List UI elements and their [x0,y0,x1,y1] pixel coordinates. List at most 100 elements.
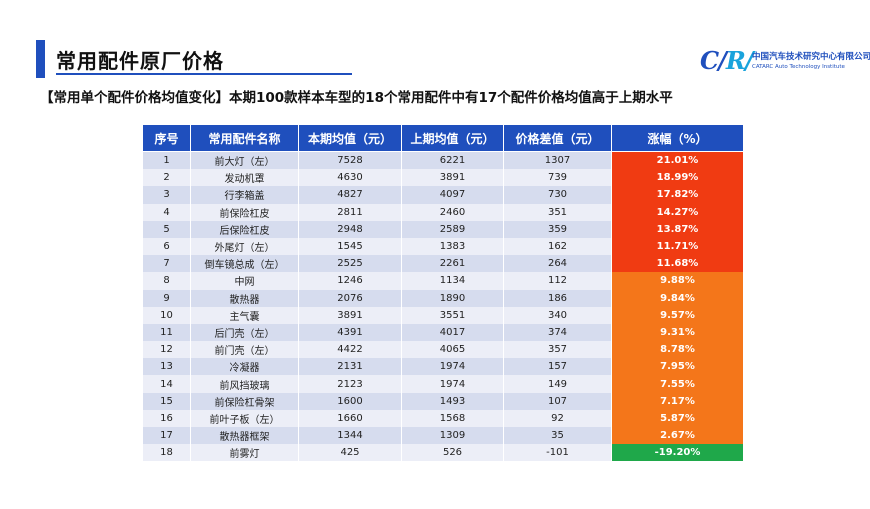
price-diff-cell: 340 [503,306,612,324]
catarc-logo: C/R/ 中国汽车技术研究中心有限公司 CATARC Auto Technolo… [700,46,870,78]
row-number-cell: 9 [142,289,191,307]
increase-pct-cell: 2.67% [611,427,744,445]
part-name-cell: 散热器框架 [190,427,299,445]
price-diff-cell: 92 [503,409,612,427]
current-avg-cell: 4391 [298,323,402,342]
table-row: 3 行李箱盖 4827 4097 730 17.82% [142,186,744,204]
header-no: 序号 [142,124,191,152]
increase-pct-cell: 9.31% [611,323,744,342]
previous-avg-cell: 4065 [401,341,504,359]
table-body: 1 前大灯（左） 7528 6221 1307 21.01% 2 发动机罩 4630 3891 73… [142,151,744,462]
parts-price-table: 序号 常用配件名称 本期均值（元） 上期均值（元） 价格差值（元） 涨幅（%） … [142,124,744,462]
previous-avg-cell: 1383 [401,237,504,256]
row-number-cell: 12 [142,341,191,359]
price-diff-cell: -101 [503,444,612,462]
table-row: 7 倒车镜总成（左） 2525 2261 264 11.68% [142,255,744,273]
current-avg-cell: 7528 [298,151,402,170]
table-row: 15 前保险杠骨架 1600 1493 107 7.17% [142,392,744,410]
page-title: 常用配件原厂价格 [56,49,224,73]
current-avg-cell: 4422 [298,341,402,359]
part-name-cell: 主气囊 [190,306,299,324]
current-avg-cell: 2811 [298,203,402,221]
logo-org-cn: 中国汽车技术研究中心有限公司 [752,52,870,62]
current-avg-cell: 2948 [298,220,402,238]
increase-pct-cell: 11.68% [611,255,744,273]
header-current-avg: 本期均值（元） [298,124,402,152]
part-name-cell: 前雾灯 [190,444,299,462]
part-name-cell: 倒车镜总成（左） [190,255,299,273]
table-row: 17 散热器框架 1344 1309 35 2.67% [142,427,744,445]
current-avg-cell: 1660 [298,409,402,427]
current-avg-cell: 2123 [298,375,402,393]
increase-pct-cell: 7.55% [611,375,744,393]
increase-pct-cell: 9.84% [611,289,744,307]
current-avg-cell: 1545 [298,237,402,256]
price-diff-cell: 149 [503,375,612,393]
current-avg-cell: 3891 [298,306,402,324]
price-diff-cell: 351 [503,203,612,221]
current-avg-cell: 2131 [298,358,402,376]
increase-pct-cell: 21.01% [611,151,744,170]
current-avg-cell: 1600 [298,392,402,410]
table-row: 4 前保险杠皮 2811 2460 351 14.27% [142,203,744,221]
increase-pct-cell: 18.99% [611,169,744,187]
previous-avg-cell: 4097 [401,186,504,204]
price-diff-cell: 1307 [503,151,612,170]
part-name-cell: 前保险杠皮 [190,203,299,221]
table-row: 9 散热器 2076 1890 186 9.84% [142,289,744,307]
increase-pct-cell: 7.17% [611,392,744,410]
row-number-cell: 11 [142,323,191,342]
increase-pct-cell: 13.87% [611,220,744,238]
part-name-cell: 前风挡玻璃 [190,375,299,393]
price-diff-cell: 359 [503,220,612,238]
table-row: 2 发动机罩 4630 3891 739 18.99% [142,169,744,187]
row-number-cell: 13 [142,358,191,376]
increase-pct-cell: 9.57% [611,306,744,324]
previous-avg-cell: 1890 [401,289,504,307]
row-number-cell: 17 [142,427,191,445]
increase-pct-cell: 14.27% [611,203,744,221]
previous-avg-cell: 3551 [401,306,504,324]
table-row: 16 前叶子板（左） 1660 1568 92 5.87% [142,409,744,427]
current-avg-cell: 1344 [298,427,402,445]
header-part-name: 常用配件名称 [190,124,299,152]
part-name-cell: 行李箱盖 [190,186,299,204]
previous-avg-cell: 2589 [401,220,504,238]
row-number-cell: 10 [142,306,191,324]
part-name-cell: 前叶子板（左） [190,409,299,427]
row-number-cell: 6 [142,237,191,256]
increase-pct-cell: -19.20% [611,444,744,462]
row-number-cell: 3 [142,186,191,204]
row-number-cell: 2 [142,169,191,187]
row-number-cell: 14 [142,375,191,393]
price-diff-cell: 374 [503,323,612,342]
price-diff-cell: 162 [503,237,612,256]
previous-avg-cell: 2261 [401,255,504,273]
part-name-cell: 前门壳（左） [190,341,299,359]
row-number-cell: 7 [142,255,191,273]
row-number-cell: 8 [142,272,191,290]
row-number-cell: 15 [142,392,191,410]
price-diff-cell: 264 [503,255,612,273]
price-diff-cell: 739 [503,169,612,187]
price-diff-cell: 107 [503,392,612,410]
table-row: 12 前门壳（左） 4422 4065 357 8.78% [142,341,744,359]
header-price-diff: 价格差值（元） [503,124,612,152]
table-row: 18 前雾灯 425 526 -101 -19.20% [142,444,744,462]
current-avg-cell: 4630 [298,169,402,187]
part-name-cell: 后保险杠皮 [190,220,299,238]
previous-avg-cell: 2460 [401,203,504,221]
previous-avg-cell: 1974 [401,375,504,393]
previous-avg-cell: 1134 [401,272,504,290]
logo-org-en: CATARC Auto Technology Institute [752,64,845,70]
table-row: 5 后保险杠皮 2948 2589 359 13.87% [142,220,744,238]
header-previous-avg: 上期均值（元） [401,124,504,152]
current-avg-cell: 4827 [298,186,402,204]
current-avg-cell: 1246 [298,272,402,290]
increase-pct-cell: 8.78% [611,341,744,359]
price-diff-cell: 730 [503,186,612,204]
page-subtitle: 【常用单个配件价格均值变化】本期100款样本车型的18个常用配件中有17个配件价… [40,90,673,106]
previous-avg-cell: 6221 [401,151,504,170]
previous-avg-cell: 1568 [401,409,504,427]
price-diff-cell: 357 [503,341,612,359]
